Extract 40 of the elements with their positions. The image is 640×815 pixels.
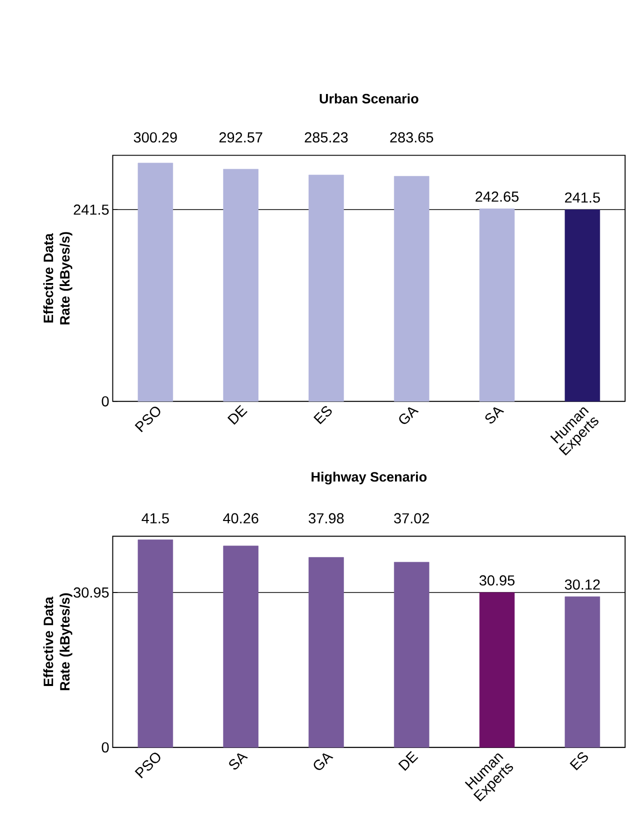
x-tick-label: GA xyxy=(399,407,419,424)
bar xyxy=(394,176,430,402)
data-label: 37.02 xyxy=(394,513,429,524)
data-label: 285.23 xyxy=(304,132,348,143)
x-tick-label: GA xyxy=(314,753,334,770)
bar xyxy=(479,208,515,402)
bar xyxy=(223,546,258,748)
data-label: 37.98 xyxy=(308,513,344,524)
data-label: 241.5 xyxy=(564,192,600,203)
data-label: 30.12 xyxy=(564,579,600,590)
x-tick-label: ES xyxy=(313,406,332,424)
bar xyxy=(223,168,258,402)
y-tick-label: 0 xyxy=(102,396,109,406)
y-axis-title: Effective Data Rate (kByes/s) xyxy=(43,232,72,324)
data-label: 283.65 xyxy=(390,132,434,143)
bar xyxy=(479,592,515,748)
y-axis-title: Effective Data Rate (kBytes/s) xyxy=(43,593,72,690)
y-tick-label: 30.95 xyxy=(74,587,109,598)
y-tick-label: 241.5 xyxy=(74,204,109,215)
bar xyxy=(308,174,344,402)
data-label: 30.95 xyxy=(479,575,514,586)
data-label: 242.65 xyxy=(476,192,518,202)
x-tick-label: SA xyxy=(485,407,504,424)
bar xyxy=(138,162,173,402)
bar xyxy=(564,596,600,748)
x-tick-label: SA xyxy=(229,753,248,770)
chart-title: Highway Scenario xyxy=(312,472,426,484)
x-tick-label: DE xyxy=(227,404,248,425)
data-label: 41.5 xyxy=(142,513,169,524)
bar xyxy=(138,540,173,748)
data-label: 40.26 xyxy=(222,513,258,524)
data-label: 292.57 xyxy=(219,132,262,143)
bar xyxy=(394,562,430,748)
bar xyxy=(308,557,344,748)
y-tick-label: 0 xyxy=(102,742,109,752)
x-tick-label: DE xyxy=(398,751,418,771)
chart-title: Urban Scenario xyxy=(320,94,418,104)
bar xyxy=(564,209,600,402)
x-tick-label: ES xyxy=(570,752,588,770)
data-label: 300.29 xyxy=(134,132,177,143)
